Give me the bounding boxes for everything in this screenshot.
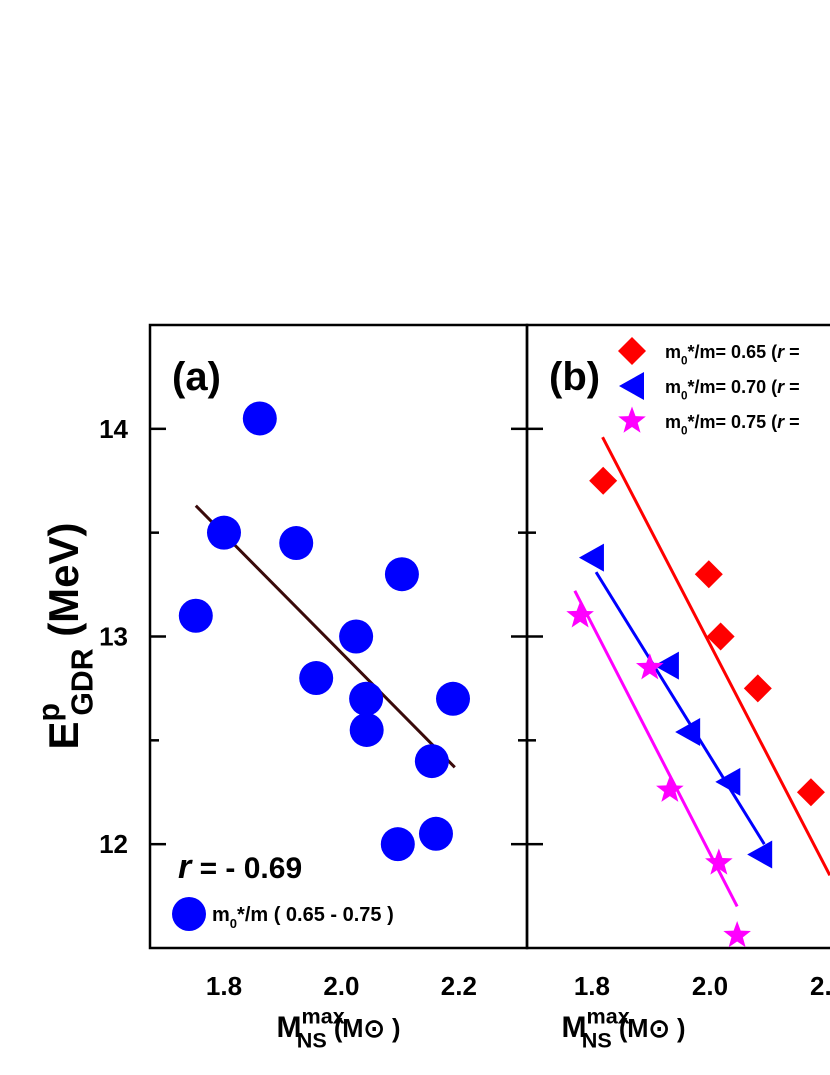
marker <box>279 526 314 561</box>
axis-label-sup: max <box>587 1004 630 1029</box>
marker <box>653 651 679 680</box>
fit-line <box>573 590 739 908</box>
x-tick-label: 2.2 <box>810 971 830 1001</box>
axis-label-sub: NS <box>297 1028 327 1053</box>
marker <box>715 767 741 796</box>
annotation: r = - 0.69 <box>178 848 302 886</box>
marker <box>656 775 684 802</box>
marker <box>206 515 241 550</box>
marker <box>743 674 772 703</box>
fit-line <box>194 504 456 769</box>
legend-label: m0*/m ( 0.65 - 0.75 ) <box>212 904 394 931</box>
fit-line <box>601 436 830 877</box>
axis-label: Mmax NS (M⊙ ) <box>562 1004 686 1053</box>
marker <box>635 653 664 680</box>
panel-label: (a) <box>172 355 221 399</box>
marker <box>349 681 384 716</box>
x-tick-label: 2.0 <box>323 971 359 1001</box>
marker <box>380 827 415 862</box>
fit-line <box>594 571 766 845</box>
axis-label-sup: p <box>33 703 66 721</box>
axis-label-sub: NS <box>582 1028 612 1053</box>
legend-label: m0*/m= 0.65 (r = <box>665 342 800 367</box>
marker <box>796 778 825 807</box>
legend-marker <box>619 372 644 400</box>
marker <box>418 816 453 851</box>
annotation-text: = - 0.69 <box>191 852 302 885</box>
y-tick-label: 12 <box>99 829 128 859</box>
marker <box>384 557 419 592</box>
axis-label-sup: max <box>302 1004 345 1029</box>
axis-label: EpGDR (MeV) <box>33 522 100 749</box>
x-tick-label: 1.8 <box>206 971 242 1001</box>
axis-label: Mmax NS (M⊙ ) <box>277 1004 401 1053</box>
y-tick-label: 13 <box>99 622 128 652</box>
legend-label: m0*/m= 0.75 (r = <box>665 412 800 437</box>
axis-label-unit: (M⊙ ) <box>327 1015 401 1043</box>
axis-label-base: M <box>277 1011 302 1044</box>
legend-label: m0*/m= 0.70 (r = <box>665 377 800 402</box>
marker <box>299 661 334 696</box>
axis-label-base: M <box>562 1011 587 1044</box>
marker <box>723 921 751 948</box>
marker <box>578 543 604 572</box>
marker <box>178 598 213 633</box>
marker <box>706 622 735 651</box>
marker <box>675 718 701 747</box>
axis-label-unit: (M⊙ ) <box>612 1015 686 1043</box>
legend-marker <box>618 406 646 433</box>
marker <box>705 848 733 875</box>
y-tick-label: 14 <box>99 414 128 444</box>
marker <box>436 681 471 716</box>
marker <box>589 466 618 495</box>
axis-label-unit: (MeV) <box>40 522 87 648</box>
axis-label-base: E <box>40 722 87 750</box>
marker <box>747 840 773 869</box>
axis-label-sub: GDR <box>67 648 100 715</box>
x-tick-label: 2.2 <box>441 971 477 1001</box>
marker <box>566 601 594 628</box>
panel-label: (b) <box>549 355 600 399</box>
marker <box>242 401 277 436</box>
marker <box>339 619 374 654</box>
marker <box>694 560 723 589</box>
x-tick-label: 1.8 <box>574 971 610 1001</box>
legend-marker <box>172 897 206 931</box>
marker <box>414 744 449 779</box>
legend-marker <box>618 337 646 365</box>
x-tick-label: 2.0 <box>692 971 728 1001</box>
marker <box>349 712 384 747</box>
annotation-symbol: r <box>178 848 193 886</box>
